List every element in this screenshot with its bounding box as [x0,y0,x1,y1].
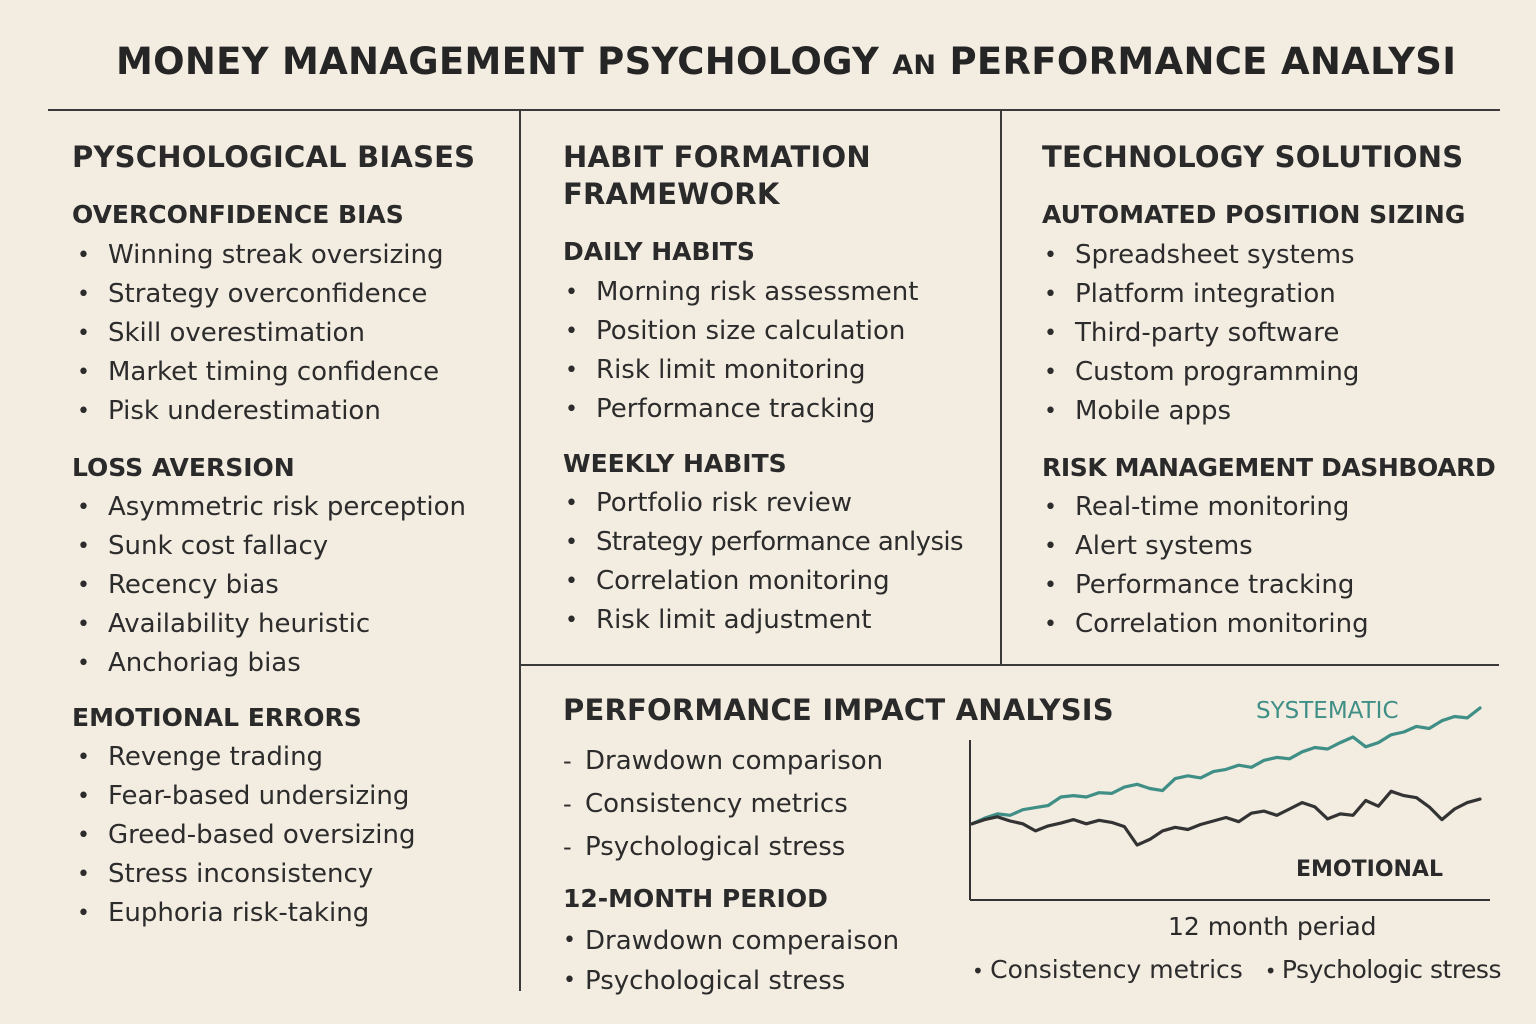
psychological-biases-heading: PYSCHOLOGICAL BIASES [72,140,476,174]
list-item: Availability heuristic [75,605,466,644]
column-divider-right [1000,111,1002,665]
list-item: Alert systems [1042,527,1369,566]
list-item: Drawdown comparison [563,740,883,783]
overconfidence-bias-list: Winning streak oversizing Strategy overc… [75,236,444,431]
list-item: Pisk underestimation [75,392,444,431]
daily-habits-heading: DAILY HABITS [563,237,755,266]
list-item: Greed-based oversizing [75,816,416,855]
list-item: Correlation monitoring [1042,605,1369,644]
weekly-habits-list: Portfolio risk review Strategy performan… [563,484,964,640]
list-item: Psychological stress [563,961,899,1001]
performance-impact-heading: PERFORMANCE IMPACT ANALYSIS [563,693,1114,727]
list-item: Position size calculation [563,312,918,351]
loss-aversion-list: Asymmetric risk perception Sunk cost fal… [75,488,466,683]
list-item: Morning risk assessment [563,273,918,312]
list-item: Consistency metrics [972,955,1243,984]
list-item: Recency bias [75,566,466,605]
overconfidence-bias-heading: OVERCONFIDENCE BIAS [72,200,404,229]
habit-formation-heading: HABIT FORMATION FRAMEWORK [563,139,871,213]
title-divider [48,109,1500,111]
list-item: Euphoria risk-taking [75,894,416,933]
impact-metrics-list: Drawdown comparison Consistency metrics … [563,740,883,869]
list-item: Asymmetric risk perception [75,488,466,527]
list-item: Revenge trading [75,738,416,777]
performance-line-chart: SYSTEMATIC EMOTIONAL [969,698,1490,901]
list-item: Spreadsheet systems [1042,236,1359,275]
list-item: Drawdown comperaison [563,921,899,961]
emotional-errors-list: Revenge trading Fear-based undersizing G… [75,738,416,933]
column-divider-left [519,111,521,991]
list-item: Strategy performance anlysis [563,523,964,562]
list-item: Strategy overconfidence [75,275,444,314]
list-item: Third-party software [1042,314,1359,353]
list-item: Fear-based undersizing [75,777,416,816]
list-item: Skill overestimation [75,314,444,353]
list-item: Psychological stress [563,826,883,869]
page-title: MONEY MANAGEMENT PSYCHOLOGY AN PERFORMAN… [116,40,1457,83]
emotional-errors-heading: EMOTIONAL ERRORS [72,703,362,732]
chart-footer-list: Consistency metrics Psychologic stress [972,955,1515,984]
period-heading: 12-MONTH PERIOD [563,884,828,913]
series-label-systematic: SYSTEMATIC [1256,698,1399,724]
list-item: Market timing confidence [75,353,444,392]
list-item: Consistency metrics [563,783,883,826]
list-item: Correlation monitoring [563,562,963,601]
risk-management-dashboard-list: Real-time monitoring Alert systems Perfo… [1042,488,1369,644]
impact-divider [521,664,1499,666]
series-line-emotional [970,789,1482,847]
habit-formation-heading-line2: FRAMEWORK [563,177,780,211]
period-list: Drawdown comperaison Psychological stres… [563,921,899,1001]
list-item: Performance tracking [563,390,918,429]
series-label-emotional: EMOTIONAL [1296,857,1443,882]
list-item: Anchoriag bias [75,644,466,683]
list-item: Mobile apps [1042,392,1359,431]
automated-position-sizing-heading: AUTOMATED POSITION SIZING [1042,200,1466,229]
technology-solutions-heading: TECHNOLOGY SOLUTIONS [1042,140,1464,174]
list-item: Risk limit adjustment [563,601,963,640]
weekly-habits-heading: WEEKLY HABITS [563,449,787,478]
list-item: Performance tracking [1042,566,1369,605]
list-item: Sunk cost fallacy [75,527,466,566]
risk-management-dashboard-heading: RISK MANAGEMENT DASHBOARD [1042,453,1496,482]
list-item: Portfolio risk review [563,484,963,523]
loss-aversion-heading: LOSS AVERSION [72,453,295,482]
list-item: Winning streak oversizing [75,236,444,275]
chart-x-axis-label: 12 month periad [1168,912,1377,941]
series-line-systematic [970,706,1482,826]
daily-habits-list: Morning risk assessment Position size ca… [563,273,918,429]
automated-position-sizing-list: Spreadsheet systems Platform integration… [1042,236,1359,431]
list-item: Platform integration [1042,275,1359,314]
list-item: Custom programming [1042,353,1359,392]
list-item: Psychologic stress [1265,955,1502,984]
habit-formation-heading-line1: HABIT FORMATION [563,140,871,174]
list-item: Risk limit monitoring [563,351,918,390]
list-item: Real-time monitoring [1042,488,1369,527]
list-item: Stress inconsistency [75,855,416,894]
